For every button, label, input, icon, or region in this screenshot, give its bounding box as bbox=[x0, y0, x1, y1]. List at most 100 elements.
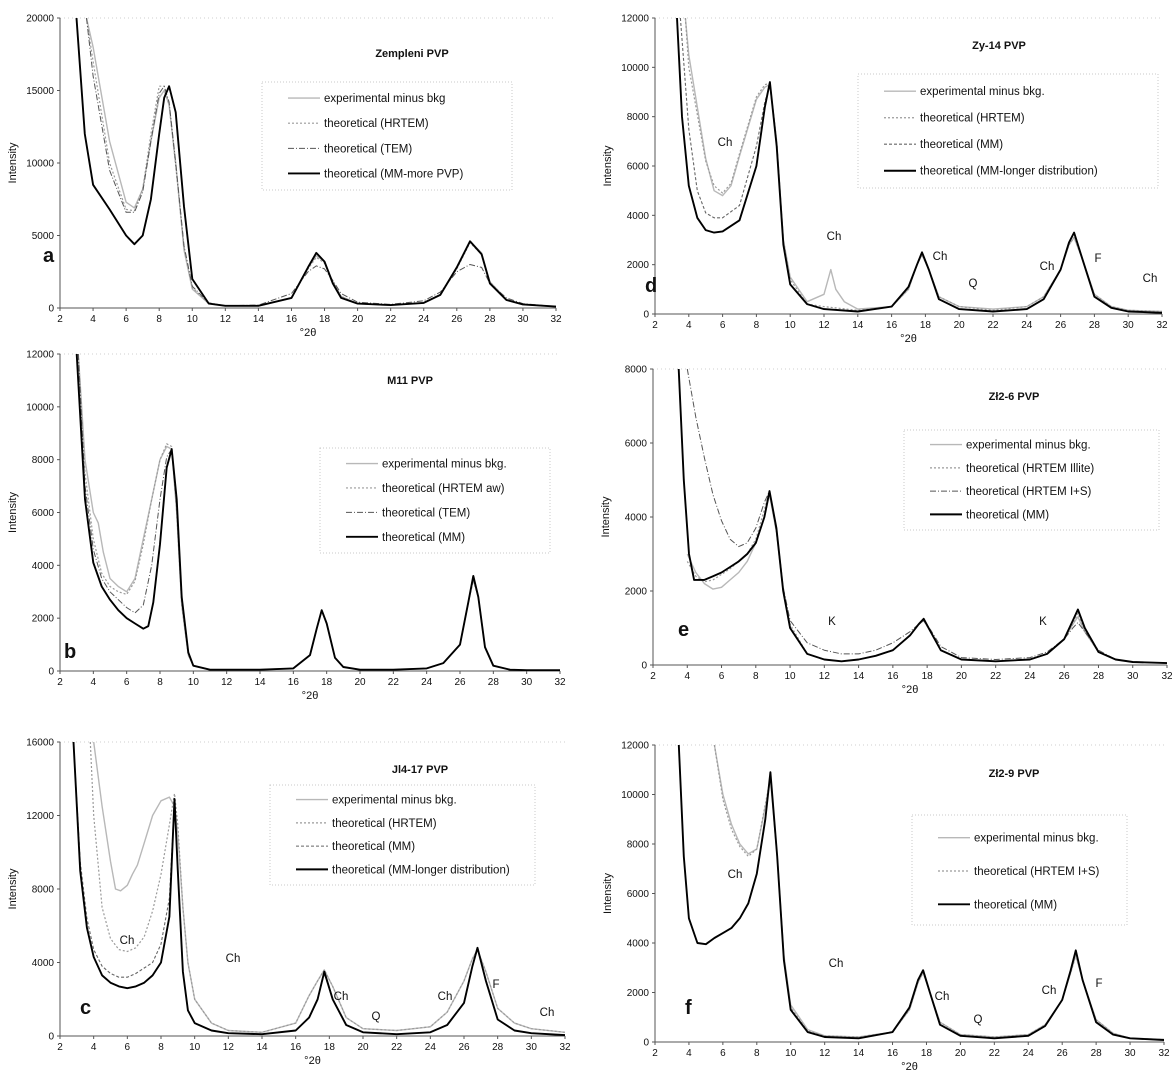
legend-box bbox=[261, 81, 513, 191]
x-tick-label: 24 bbox=[1023, 1048, 1035, 1059]
chart-panel-d: 2 4 6 8 10 12 14 16 18 20 22 24 26 28 30 32020004000600… bbox=[602, 14, 1168, 346]
x-tick-label: 20 bbox=[954, 320, 966, 331]
peak-annotation: Ch bbox=[933, 251, 948, 263]
x-tick-label: 18 bbox=[920, 320, 932, 331]
legend-label: experimental minus bkg. bbox=[974, 833, 1099, 845]
x-tick-label: 18 bbox=[922, 671, 934, 682]
y-axis-title: Intensity bbox=[7, 868, 19, 909]
x-tick-label: 4 bbox=[90, 314, 96, 325]
peak-annotation: Q bbox=[974, 1014, 983, 1026]
x-tick-label: 6 bbox=[125, 1042, 131, 1053]
x-tick-label: 10 bbox=[188, 677, 200, 688]
x-tick-label: 10 bbox=[785, 320, 797, 331]
x-tick-label: 24 bbox=[1021, 320, 1033, 331]
peak-annotation: Ch bbox=[334, 991, 349, 1003]
y-tick-label: 8000 bbox=[625, 365, 648, 376]
x-tick-label: 6 bbox=[719, 671, 725, 682]
panel-letter: e bbox=[678, 619, 689, 641]
legend-label: experimental minus bkg. bbox=[966, 440, 1091, 452]
legend-label: theoretical (MM-longer distribution) bbox=[920, 166, 1098, 178]
peak-annotation: K bbox=[828, 616, 836, 628]
x-tick-label: 2 bbox=[57, 314, 63, 325]
x-tick-label: 22 bbox=[388, 677, 400, 688]
series-line-mm bbox=[676, 18, 1162, 314]
panel-letter: b bbox=[64, 641, 76, 663]
x-tick-label: 18 bbox=[319, 314, 331, 325]
x-tick-label: 26 bbox=[454, 677, 466, 688]
x-tick-label: 4 bbox=[686, 1048, 692, 1059]
x-tick-label: 26 bbox=[1055, 320, 1067, 331]
y-tick-label: 8000 bbox=[627, 840, 650, 851]
x-tick-label: 4 bbox=[686, 320, 692, 331]
x-axis-title: °2θ bbox=[302, 690, 319, 702]
x-tick-label: 32 bbox=[554, 677, 566, 688]
x-tick-label: 16 bbox=[887, 671, 899, 682]
x-tick-label: 16 bbox=[286, 314, 298, 325]
peak-annotation: F bbox=[1094, 253, 1101, 265]
y-tick-label: 0 bbox=[643, 310, 649, 321]
x-tick-label: 2 bbox=[57, 677, 63, 688]
legend-label: theoretical (MM) bbox=[332, 841, 415, 853]
peak-annotation: K bbox=[1039, 616, 1047, 628]
x-tick-label: 20 bbox=[357, 1042, 369, 1053]
x-tick-label: 12 bbox=[819, 671, 831, 682]
y-tick-label: 2000 bbox=[627, 260, 650, 271]
legend-box bbox=[903, 429, 1160, 531]
legend-label: experimental minus bkg. bbox=[382, 459, 507, 471]
legend-label: theoretical (MM) bbox=[920, 139, 1003, 151]
x-tick-label: 20 bbox=[352, 314, 364, 325]
y-tick-label: 6000 bbox=[625, 439, 648, 450]
x-tick-label: 30 bbox=[1123, 320, 1135, 331]
y-tick-label: 8000 bbox=[627, 112, 650, 123]
x-tick-label: 26 bbox=[1059, 671, 1071, 682]
y-tick-label: 10000 bbox=[26, 159, 54, 170]
x-axis-title: °2θ bbox=[300, 327, 317, 339]
x-tick-label: 6 bbox=[124, 677, 130, 688]
legend-box bbox=[857, 73, 1159, 189]
panel-letter: f bbox=[685, 997, 692, 1019]
chart-title: Zł2-6 PVP bbox=[989, 391, 1040, 403]
x-tick-label: 30 bbox=[517, 314, 529, 325]
x-tick-label: 16 bbox=[290, 1042, 302, 1053]
x-tick-label: 22 bbox=[391, 1042, 403, 1053]
x-tick-label: 20 bbox=[955, 1048, 967, 1059]
legend-label: experimental minus bkg. bbox=[332, 795, 457, 807]
x-tick-label: 12 bbox=[819, 1048, 831, 1059]
peak-annotation: Ch bbox=[935, 991, 950, 1003]
x-tick-label: 14 bbox=[853, 671, 865, 682]
legend-label: theoretical (HRTEM Illite) bbox=[966, 463, 1094, 475]
legend-box bbox=[269, 784, 536, 886]
x-tick-label: 32 bbox=[1158, 1048, 1170, 1059]
y-tick-label: 0 bbox=[641, 661, 647, 672]
panel-letter: c bbox=[80, 997, 91, 1019]
x-tick-label: 24 bbox=[1024, 671, 1036, 682]
legend-label: theoretical (MM) bbox=[966, 509, 1049, 521]
legend-label: theoretical (MM-longer distribution) bbox=[332, 864, 510, 876]
x-tick-label: 10 bbox=[187, 314, 199, 325]
x-tick-label: 6 bbox=[720, 320, 726, 331]
x-tick-label: 32 bbox=[1156, 320, 1168, 331]
x-tick-label: 28 bbox=[1089, 320, 1101, 331]
x-tick-label: 24 bbox=[418, 314, 430, 325]
x-tick-label: 16 bbox=[288, 677, 300, 688]
peak-annotation: Ch bbox=[120, 935, 135, 947]
x-tick-label: 22 bbox=[989, 1048, 1001, 1059]
x-tick-label: 30 bbox=[521, 677, 533, 688]
y-tick-label: 4000 bbox=[627, 939, 650, 950]
x-tick-label: 12 bbox=[221, 677, 233, 688]
x-tick-label: 8 bbox=[157, 677, 163, 688]
panel-letter: a bbox=[43, 245, 55, 267]
y-tick-label: 2000 bbox=[627, 988, 650, 999]
x-tick-label: 26 bbox=[451, 314, 463, 325]
x-tick-label: 28 bbox=[1091, 1048, 1103, 1059]
x-tick-label: 8 bbox=[156, 314, 162, 325]
y-tick-label: 0 bbox=[48, 304, 54, 315]
series-line-exp bbox=[686, 494, 1167, 664]
series-line-hrtem bbox=[89, 742, 565, 1033]
x-tick-label: 26 bbox=[458, 1042, 470, 1053]
panel-letter: d bbox=[645, 275, 657, 297]
x-tick-label: 28 bbox=[1093, 671, 1105, 682]
series-line-hrtem bbox=[85, 18, 556, 308]
x-tick-label: 26 bbox=[1057, 1048, 1069, 1059]
